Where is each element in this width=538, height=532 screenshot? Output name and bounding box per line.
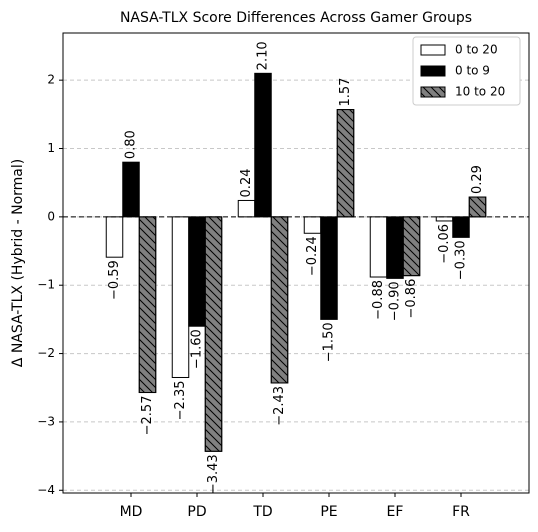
y-tick-label: −1 xyxy=(37,278,55,292)
legend-swatch-hatch xyxy=(420,86,446,98)
value-label: −1.60 xyxy=(190,329,205,369)
bar xyxy=(105,216,124,258)
bar-hatch xyxy=(402,216,421,277)
bar-hatch xyxy=(468,196,487,218)
y-tick-label: −4 xyxy=(37,483,55,497)
bar xyxy=(122,161,140,218)
bar xyxy=(188,216,206,327)
legend-swatch xyxy=(420,44,446,56)
legend-label: 0 to 9 xyxy=(455,64,490,78)
x-tick-label: MD xyxy=(120,504,143,520)
y-tick-label: 1 xyxy=(47,141,55,155)
x-tick-label: PD xyxy=(187,504,206,520)
value-label: 1.57 xyxy=(338,78,353,107)
plot-frame xyxy=(62,32,530,494)
legend-label: 10 to 20 xyxy=(455,85,505,99)
value-label: −0.30 xyxy=(454,240,469,280)
value-label: −2.43 xyxy=(272,386,287,426)
bar-hatch xyxy=(204,216,223,452)
value-label: −1.50 xyxy=(322,322,337,362)
value-label: 0.29 xyxy=(470,165,485,194)
bar xyxy=(369,216,388,278)
value-label: −0.90 xyxy=(388,281,403,321)
value-label: −0.06 xyxy=(437,224,452,264)
value-label: −0.86 xyxy=(404,279,419,319)
value-label: −0.59 xyxy=(107,260,122,300)
y-axis-label: Δ NASA-TLX (Hybrid - Normal) xyxy=(10,159,26,367)
value-label: −3.43 xyxy=(206,454,221,494)
bar xyxy=(254,72,272,218)
bar xyxy=(171,216,190,378)
chart-title: NASA-TLX Score Differences Across Gamer … xyxy=(120,10,472,26)
bar xyxy=(237,199,256,218)
legend-label: 0 to 20 xyxy=(455,43,498,57)
bar xyxy=(303,216,322,234)
x-tick-label: TD xyxy=(252,504,272,520)
bar xyxy=(452,216,470,238)
x-tick-label: PE xyxy=(320,504,337,520)
y-tick-label: −3 xyxy=(37,414,55,428)
y-tick-label: 2 xyxy=(47,73,55,87)
bar-hatch xyxy=(138,216,157,394)
bar xyxy=(435,216,454,222)
value-label: −2.35 xyxy=(173,380,188,420)
bar xyxy=(320,216,338,320)
x-tick-label: FR xyxy=(452,504,470,520)
value-label: −0.88 xyxy=(371,280,386,320)
value-label: 0.80 xyxy=(124,130,139,159)
value-label: −2.57 xyxy=(140,396,155,436)
bar-hatch xyxy=(270,216,289,384)
y-tick-label: 0 xyxy=(47,209,55,223)
value-label: 0.24 xyxy=(239,169,254,198)
x-tick-label: EF xyxy=(387,504,404,520)
y-tick-label: −2 xyxy=(37,346,55,360)
value-label: 2.10 xyxy=(256,41,271,70)
value-label: −0.24 xyxy=(305,236,320,276)
bar-hatch xyxy=(336,109,355,218)
legend-swatch xyxy=(420,65,446,77)
bar xyxy=(386,216,404,279)
